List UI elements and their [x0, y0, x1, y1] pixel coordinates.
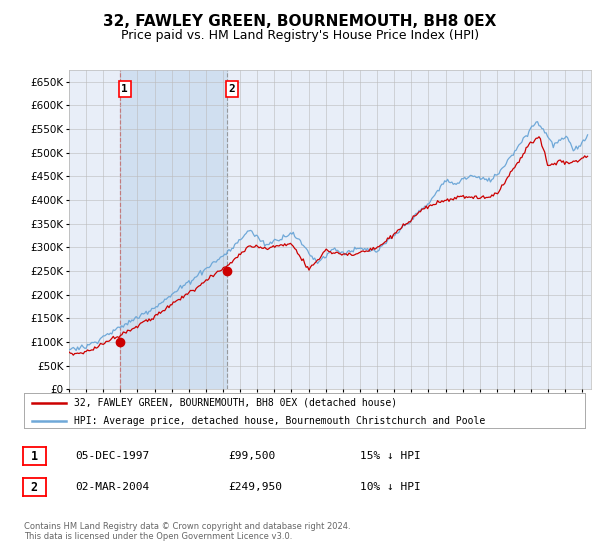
Text: Price paid vs. HM Land Registry's House Price Index (HPI): Price paid vs. HM Land Registry's House … — [121, 29, 479, 42]
Text: 2: 2 — [229, 84, 235, 94]
Text: 02-MAR-2004: 02-MAR-2004 — [75, 482, 149, 492]
Text: 32, FAWLEY GREEN, BOURNEMOUTH, BH8 0EX (detached house): 32, FAWLEY GREEN, BOURNEMOUTH, BH8 0EX (… — [74, 398, 398, 408]
Text: 1: 1 — [31, 450, 38, 463]
Text: 05-DEC-1997: 05-DEC-1997 — [75, 451, 149, 461]
Text: Contains HM Land Registry data © Crown copyright and database right 2024.
This d: Contains HM Land Registry data © Crown c… — [24, 522, 350, 542]
Text: 32, FAWLEY GREEN, BOURNEMOUTH, BH8 0EX: 32, FAWLEY GREEN, BOURNEMOUTH, BH8 0EX — [103, 14, 497, 29]
Text: 15% ↓ HPI: 15% ↓ HPI — [360, 451, 421, 461]
Text: £249,950: £249,950 — [228, 482, 282, 492]
Bar — [119, 70, 227, 389]
Text: HPI: Average price, detached house, Bournemouth Christchurch and Poole: HPI: Average price, detached house, Bour… — [74, 416, 486, 426]
Text: 2: 2 — [31, 480, 38, 494]
Text: 1: 1 — [121, 84, 128, 94]
Text: 10% ↓ HPI: 10% ↓ HPI — [360, 482, 421, 492]
Text: £99,500: £99,500 — [228, 451, 275, 461]
